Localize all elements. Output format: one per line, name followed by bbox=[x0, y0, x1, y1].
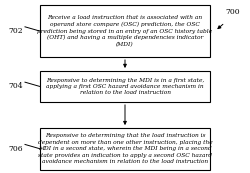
Text: Responsive to determining the MDI is in a first state,
applying a first OSC haza: Responsive to determining the MDI is in … bbox=[46, 78, 204, 95]
Text: 700: 700 bbox=[225, 8, 240, 16]
FancyBboxPatch shape bbox=[40, 5, 210, 57]
FancyBboxPatch shape bbox=[40, 128, 210, 170]
FancyBboxPatch shape bbox=[40, 71, 210, 102]
Text: 706: 706 bbox=[8, 145, 22, 153]
Text: 704: 704 bbox=[8, 83, 22, 90]
Text: Responsive to determining that the load instruction is
dependent on more than on: Responsive to determining that the load … bbox=[38, 134, 212, 164]
Text: 702: 702 bbox=[8, 27, 22, 35]
Text: Receive a load instruction that is associated with an
operand store compare (OSC: Receive a load instruction that is assoc… bbox=[38, 15, 212, 47]
